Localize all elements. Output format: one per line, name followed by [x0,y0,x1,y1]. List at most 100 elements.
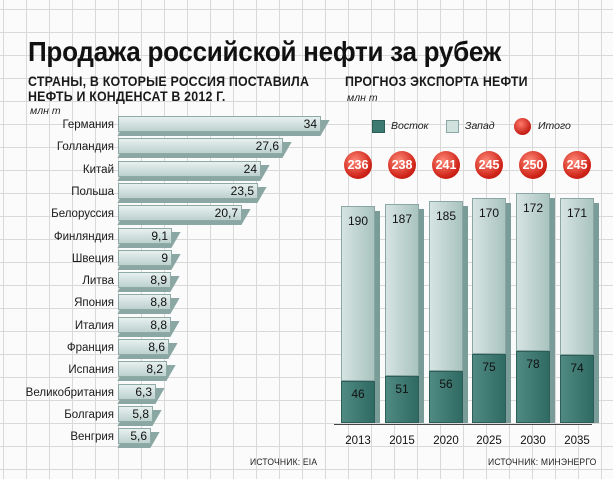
bar [118,272,171,288]
column-year-label: 2015 [389,435,415,447]
column-total-badge: 236 [344,151,372,179]
bar-row: Италия 8,8 [0,317,613,337]
bar-value-label: 9 [161,251,168,265]
bar-category-label: Польша [71,186,114,198]
chart-baseline [334,424,592,425]
bar-value-label: 23,5 [230,184,254,198]
bar-category-label: Финляндия [53,231,114,243]
column-west-segment [385,204,419,376]
bar-row: Литва 8,9 [0,272,613,292]
column-east-value: 56 [439,377,453,391]
legend-east-label: Восток [391,120,429,132]
bar-category-label: Япония [74,297,114,309]
bar-value-label: 5,6 [130,429,147,443]
bar-row: Германия 34 [0,116,613,136]
bar-category-label: Болгария [64,409,114,421]
bar-value-label: 20,7 [214,206,238,220]
column-east-segment [560,355,594,423]
bar [118,361,167,377]
bar-row: Франция 8,6 [0,339,613,359]
column-west-value: 185 [435,209,457,223]
column-year-label: 2020 [433,435,459,447]
bar-category-label: Голландия [56,141,114,153]
column-west-segment [341,206,375,381]
column-year-label: 2030 [520,435,546,447]
bar-category-label: Германия [62,119,114,131]
column-year-label: 2013 [345,435,371,447]
bar-row: Белоруссия 20,7 [0,205,613,225]
left-chart-subtitle-line1: СТРАНЫ, В КОТОРЫЕ РОССИЯ ПОСТАВИЛА [28,74,310,89]
left-chart-unit: млн т [30,105,61,117]
column-east-value: 74 [570,361,584,375]
column-shadow [506,203,511,423]
column-west-segment [560,198,594,355]
bar-value-label: 8,6 [148,340,165,354]
bar-row: Испания 8,2 [0,361,613,381]
column-total-badge: 238 [388,151,416,179]
bar-row: Голландия 27,6 [0,138,613,158]
bar-value-label: 8,8 [150,318,167,332]
legend-east-swatch [372,120,385,133]
bar-value-label: 24 [243,162,257,176]
bar [118,183,258,199]
bar [118,116,321,132]
legend-total-circle [514,118,531,135]
legend-west-label: Запад [465,120,495,132]
bar-row: Польша 23,5 [0,183,613,203]
column-shadow [463,206,468,423]
column-east-value: 78 [526,357,540,371]
legend-west-swatch [446,120,459,133]
column-shadow [375,211,380,423]
bar-row: Великобритания 6,3 [0,384,613,404]
column-west-value: 187 [391,212,413,226]
bar-value-label: 34 [303,117,317,131]
page-title: Продажа российской нефти за рубеж [28,36,501,67]
bar-row: Китай 24 [0,161,613,181]
bar [118,317,171,333]
column-total-badge: 245 [475,151,503,179]
right-chart-unit: млн т [347,92,378,104]
column-total-badge: 245 [563,151,591,179]
bar [118,138,283,154]
bar-value-label: 5,8 [132,407,149,421]
bar-category-label: Венгрия [70,431,114,443]
legend-total-label: Итого [538,120,571,132]
column-east-segment [385,376,419,423]
column-west-value: 170 [478,206,500,220]
bar-value-label: 9,1 [151,229,168,243]
column-east-value: 75 [482,360,496,374]
bar-category-label: Франция [66,342,114,354]
bar [118,228,172,244]
bar [118,339,169,355]
bar-row: Япония 8,8 [0,294,613,314]
column-shadow [550,198,555,423]
bar [118,384,156,400]
bar-category-label: Белоруссия [51,208,114,220]
column-west-value: 171 [566,206,588,220]
column-east-segment [516,351,550,423]
column-west-segment [429,201,463,371]
column-east-segment [472,354,506,423]
bar-value-label: 8,8 [150,295,167,309]
bar [118,250,172,266]
left-chart-subtitle: СТРАНЫ, В КОТОРЫЕ РОССИЯ ПОСТАВИЛА НЕФТЬ… [28,74,309,104]
bar-value-label: 6,3 [135,385,152,399]
bar [118,428,151,444]
bar-category-label: Италия [74,320,114,332]
bar-value-label: 8,9 [150,273,167,287]
bar [118,294,171,310]
column-shadow [594,203,599,423]
column-east-segment [341,381,375,423]
bar-category-label: Великобритания [25,387,114,399]
right-chart-source: ИСТОЧНИК: МИНЭНЕРГО [488,457,597,468]
column-east-segment [429,371,463,423]
bar-row: Финляндия 9,1 [0,228,613,248]
bar-value-label: 27,6 [255,139,279,153]
bar-category-label: Испания [68,364,114,376]
bar [118,406,153,422]
right-chart-subtitle: ПРОГНОЗ ЭКСПОРТА НЕФТИ [345,74,528,89]
column-west-value: 172 [522,201,544,215]
column-west-value: 190 [347,214,369,228]
bar [118,161,261,177]
